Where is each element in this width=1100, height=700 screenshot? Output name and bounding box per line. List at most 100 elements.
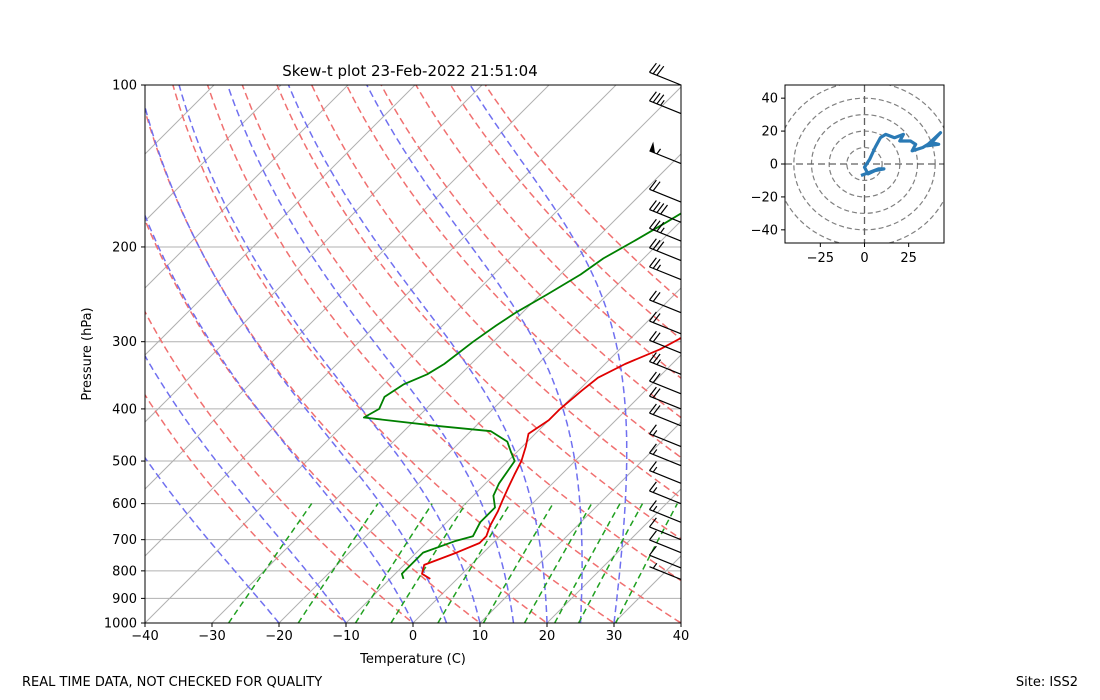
isotherm-line xyxy=(145,85,349,289)
y-tick-label: 400 xyxy=(112,402,137,417)
isotherm-line xyxy=(145,85,617,557)
hodo-y-tick-label: 20 xyxy=(761,125,778,140)
wind-barb xyxy=(648,517,682,541)
x-tick-label: 10 xyxy=(472,629,489,644)
quality-disclaimer: REAL TIME DATA, NOT CHECKED FOR QUALITY xyxy=(22,675,322,690)
dry-adiabat xyxy=(145,310,415,623)
wind-barb xyxy=(648,545,682,569)
site-label: Site: ISS2 xyxy=(1016,675,1078,690)
isotherm-line xyxy=(278,220,681,623)
mixing-ratio-line xyxy=(482,503,554,623)
wind-barb xyxy=(648,330,682,354)
wind-barb xyxy=(648,500,682,523)
skewt-title: Skew-t plot 23-Feb-2022 21:51:04 xyxy=(282,62,538,80)
dry-adiabat xyxy=(206,85,681,623)
wind-barb xyxy=(648,200,682,223)
skewt-profiles xyxy=(363,212,681,580)
dry-adiabat xyxy=(276,85,681,540)
wind-barb xyxy=(648,352,682,375)
hodo-y-tick-label: 0 xyxy=(770,158,778,173)
skewt-background-lines xyxy=(145,85,681,623)
y-tick-label: 600 xyxy=(112,497,137,512)
dry-adiabat xyxy=(345,85,681,459)
hodo-y-tick-label: −40 xyxy=(751,223,778,238)
hodograph-line xyxy=(860,131,943,177)
wind-barb xyxy=(648,91,682,115)
wind-barb xyxy=(648,290,682,314)
wind-barb xyxy=(648,461,682,484)
y-tick-label: 500 xyxy=(112,455,137,470)
wind-barb xyxy=(648,481,682,505)
dry-adiabat xyxy=(172,85,616,623)
moist-adiabat xyxy=(145,354,347,623)
hodograph-x-axis: −25 0 25 xyxy=(807,243,917,266)
hodograph-ring xyxy=(846,146,883,182)
x-tick-label: −40 xyxy=(131,629,158,644)
moist-adiabat xyxy=(366,85,583,623)
y-tick-label: 700 xyxy=(112,533,137,548)
wind-barb xyxy=(648,443,682,467)
wind-barb xyxy=(649,562,682,581)
y-tick-label: 800 xyxy=(112,564,137,579)
wind-barb xyxy=(648,424,682,448)
isotherm-line xyxy=(345,287,681,623)
wind-barb xyxy=(648,371,682,395)
dry-adiabat xyxy=(310,85,681,499)
hodograph-trace xyxy=(860,131,943,177)
dewpoint-profile xyxy=(363,212,681,580)
moist-adiabat xyxy=(178,85,481,623)
wind-barb xyxy=(648,179,682,203)
wind-barb xyxy=(648,530,682,554)
wind-barb xyxy=(648,238,682,262)
skewt-y-label: Pressure (hPa) xyxy=(80,307,95,400)
x-tick-label: 40 xyxy=(673,629,690,644)
hodograph-y-axis: −40 −20 0 20 40 xyxy=(751,92,785,238)
isotherm-line xyxy=(546,488,681,623)
dry-adiabat xyxy=(449,85,681,341)
wind-barbs xyxy=(648,62,682,581)
moist-adiabat xyxy=(145,213,414,623)
x-tick-label: 0 xyxy=(409,629,417,644)
x-tick-label: −20 xyxy=(265,629,292,644)
isotherm-line xyxy=(145,85,416,356)
skewt-chart: −40 −30 −20 −10 0 10 20 30 40 1000 900 800 700 600 50… xyxy=(80,62,689,667)
moist-adiabat xyxy=(226,85,515,623)
wind-barb xyxy=(648,403,682,427)
isotherm-line xyxy=(145,85,550,490)
mixing-ratio-line xyxy=(354,503,433,623)
isotherm-line xyxy=(145,85,282,222)
hodo-y-tick-label: 40 xyxy=(761,92,778,107)
moist-adiabat xyxy=(469,85,628,623)
y-tick-label: 900 xyxy=(112,592,137,607)
wind-barb xyxy=(648,62,682,86)
skewt-x-label: Temperature (C) xyxy=(359,652,466,667)
temperature-profile xyxy=(421,336,681,580)
hodo-y-tick-label: −20 xyxy=(751,190,778,205)
x-tick-label: 20 xyxy=(539,629,556,644)
x-tick-label: 30 xyxy=(606,629,623,644)
wind-barb xyxy=(648,218,682,242)
hodo-x-tick-label: 0 xyxy=(860,251,868,266)
dry-adiabat xyxy=(145,218,482,623)
skewt-x-axis: −40 −30 −20 −10 0 10 20 30 40 xyxy=(131,623,689,644)
wind-barb xyxy=(648,311,682,335)
hodograph-chart: −25 0 25 −40 −20 0 20 40 xyxy=(751,84,945,266)
mixing-ratio-line xyxy=(437,503,511,623)
isotherm-line xyxy=(145,85,483,423)
dry-adiabat xyxy=(145,108,549,623)
moist-adiabat xyxy=(145,456,280,623)
mixing-ratio-line xyxy=(227,503,313,623)
hodo-x-tick-label: −25 xyxy=(807,251,834,266)
isotherm-line xyxy=(412,354,681,623)
isotherm-line xyxy=(145,86,681,623)
dry-adiabat xyxy=(241,85,681,582)
skewt-y-axis: 1000 900 800 700 600 500 400 300 200 100 xyxy=(104,79,145,632)
wind-barb xyxy=(649,141,682,165)
hodo-x-tick-label: 25 xyxy=(900,251,917,266)
mixing-ratio-line xyxy=(297,503,379,623)
y-tick-label: 1000 xyxy=(104,617,137,632)
wind-barb xyxy=(648,386,682,410)
isotherm-line xyxy=(211,153,681,623)
y-tick-label: 100 xyxy=(112,79,137,94)
